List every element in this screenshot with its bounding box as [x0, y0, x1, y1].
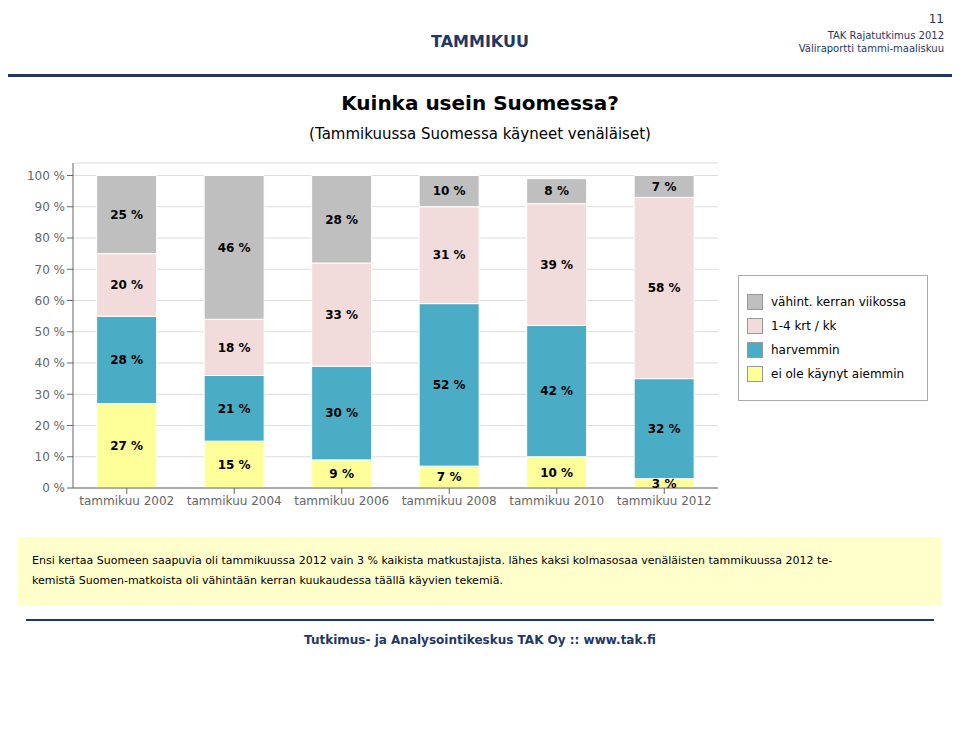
svg-text:25 %: 25 %	[110, 208, 143, 222]
svg-text:90 %: 90 %	[35, 200, 66, 214]
svg-text:9 %: 9 %	[329, 467, 354, 481]
svg-text:21 %: 21 %	[218, 402, 251, 416]
svg-text:42 %: 42 %	[540, 384, 573, 398]
svg-text:20 %: 20 %	[35, 419, 66, 433]
html-text:Kuinka usein Suomessa?: Kuinka usein Suomessa?	[341, 91, 619, 115]
svg-text:tammikuu 2008: tammikuu 2008	[402, 494, 497, 508]
html-text:(Tammikuussa Suomessa käyneet: (Tammikuussa Suomessa käyneet venäläiset…	[309, 125, 651, 143]
html-text:1-4 krt / kk: 1-4 krt / kk	[771, 319, 837, 333]
svg-text:0 %: 0 %	[42, 481, 65, 495]
svg-text:10 %: 10 %	[540, 466, 573, 480]
html-text:kemistä Suomen-matkoista oli v: kemistä Suomen-matkoista oli vähintään k…	[32, 574, 503, 587]
svg-text:27 %: 27 %	[110, 439, 143, 453]
html-text:TAK Rajatutkimus 2012: TAK Rajatutkimus 2012	[827, 30, 944, 41]
svg-text:100 %: 100 %	[27, 169, 65, 183]
svg-text:8 %: 8 %	[544, 184, 569, 198]
svg-text:52 %: 52 %	[433, 378, 466, 392]
html-text:Väliraportti tammi-maaliskuu: Väliraportti tammi-maaliskuu	[798, 43, 944, 54]
svg-text:tammikuu 2004: tammikuu 2004	[187, 494, 282, 508]
html-text:ei ole käynyt aiemmin: ei ole käynyt aiemmin	[771, 367, 905, 381]
html-text:TAMMIKUU: TAMMIKUU	[431, 32, 529, 51]
svg-text:tammikuu 2006: tammikuu 2006	[294, 494, 389, 508]
svg-text:10 %: 10 %	[433, 184, 466, 198]
svg-text:15 %: 15 %	[218, 458, 251, 472]
svg-text:31 %: 31 %	[433, 248, 466, 262]
html-text:vähint. kerran viikossa: vähint. kerran viikossa	[771, 295, 907, 309]
svg-text:28 %: 28 %	[325, 213, 358, 227]
svg-text:3 %: 3 %	[652, 477, 677, 491]
svg-text:60 %: 60 %	[35, 294, 66, 308]
svg-text:70 %: 70 %	[35, 263, 66, 277]
svg-text:tammikuu 2002: tammikuu 2002	[79, 494, 174, 508]
svg-text:7 %: 7 %	[652, 180, 677, 194]
html-text:harvemmin: harvemmin	[771, 343, 840, 357]
svg-text:40 %: 40 %	[35, 356, 66, 370]
svg-text:50 %: 50 %	[35, 325, 66, 339]
svg-text:58 %: 58 %	[648, 281, 681, 295]
svg-text:46 %: 46 %	[218, 241, 251, 255]
svg-text:7 %: 7 %	[437, 470, 462, 484]
svg-text:tammikuu 2012: tammikuu 2012	[617, 494, 712, 508]
svg-text:33 %: 33 %	[325, 308, 358, 322]
html-text:11: 11	[928, 12, 944, 26]
svg-text:80 %: 80 %	[35, 231, 66, 245]
html-text:Tutkimus- ja Analysointikeskus: Tutkimus- ja Analysointikeskus TAK Oy ::…	[304, 633, 656, 647]
svg-text:30 %: 30 %	[35, 388, 66, 402]
svg-text:28 %: 28 %	[110, 353, 143, 367]
svg-text:32 %: 32 %	[648, 422, 681, 436]
svg-text:30 %: 30 %	[325, 406, 358, 420]
svg-text:18 %: 18 %	[218, 341, 251, 355]
html-text:Ensi kertaa Suomeen saapuvia o: Ensi kertaa Suomeen saapuvia oli tammiku…	[32, 554, 833, 567]
svg-text:39 %: 39 %	[540, 258, 573, 272]
svg-text:10 %: 10 %	[35, 450, 66, 464]
svg-text:20 %: 20 %	[110, 278, 143, 292]
svg-text:tammikuu 2010: tammikuu 2010	[509, 494, 604, 508]
